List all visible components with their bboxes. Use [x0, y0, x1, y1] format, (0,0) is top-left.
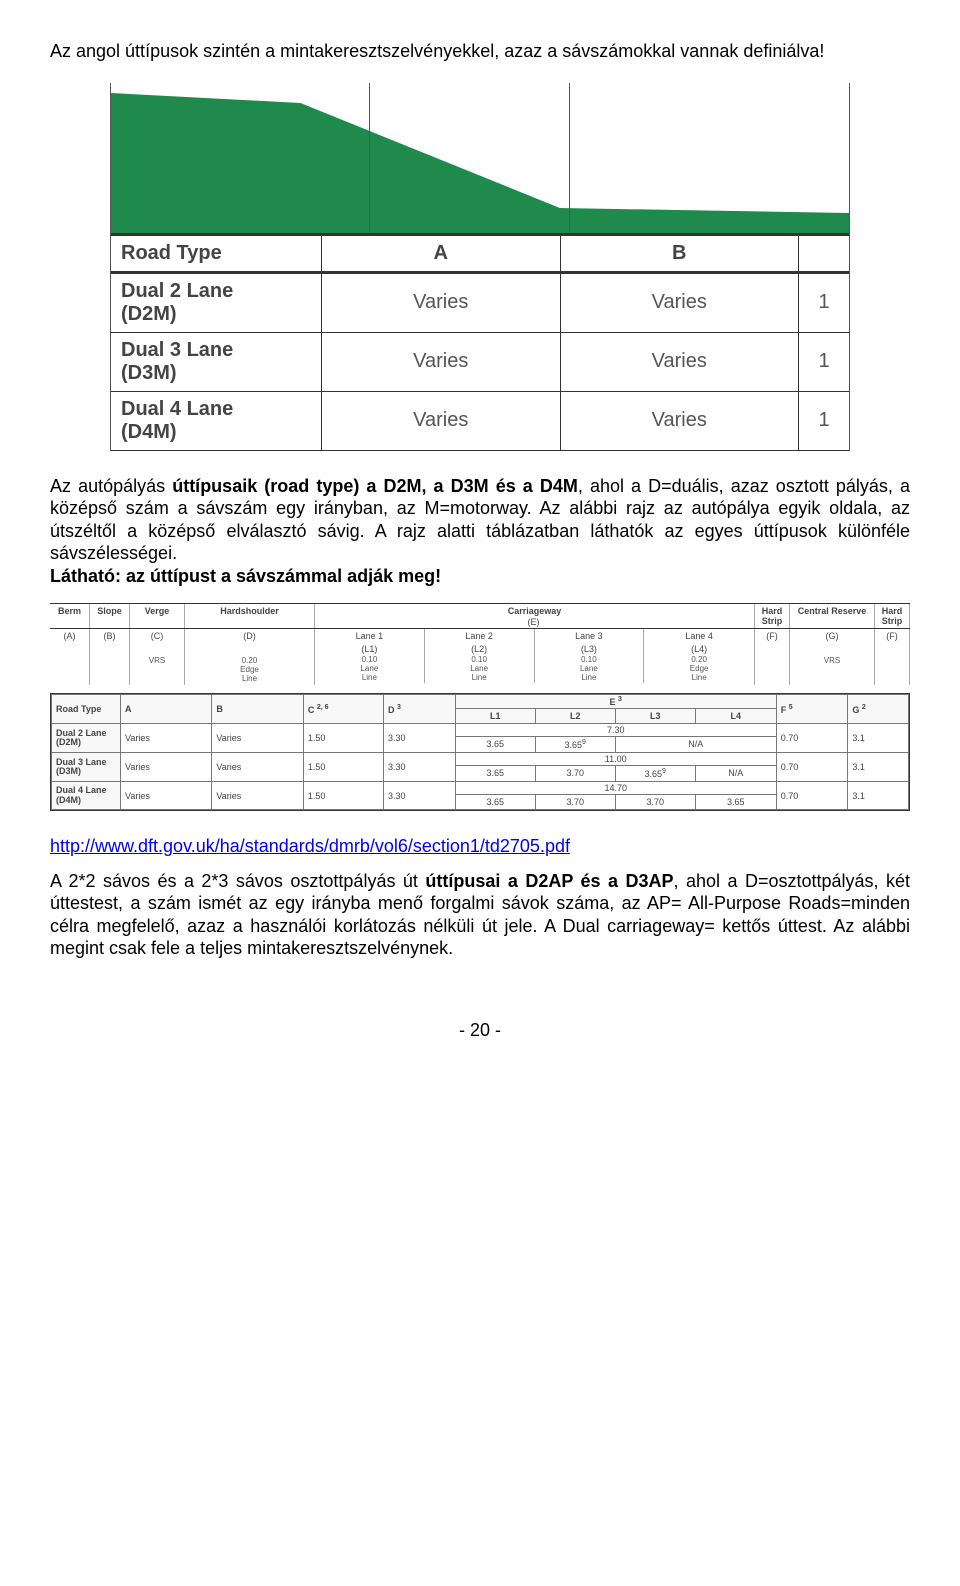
t1-head-roadtype: Road Type	[111, 234, 322, 272]
t2-g: 3.1	[848, 753, 909, 782]
t2-c: 1.50	[303, 753, 383, 782]
para3-bold: úttípusai a D2AP és a D3AP	[425, 871, 673, 891]
t1-cell-a: Varies	[322, 391, 561, 450]
t2-a: Varies	[121, 724, 212, 753]
para2-lead: Az autópályás	[50, 476, 172, 496]
t2-h-f: F 5	[776, 695, 848, 724]
t1-head-a: A	[322, 234, 561, 272]
t2-b: Varies	[212, 753, 303, 782]
paragraph-2: Az autópályás úttípusaik (road type) a D…	[50, 475, 910, 588]
t1-cell-a: Varies	[322, 272, 561, 332]
t1-cell-c: 1	[799, 272, 850, 332]
t1-head-blank	[799, 234, 850, 272]
t2-e: 14.703.653.703.703.65	[455, 782, 776, 810]
t1-rowlabel: Dual 4 Lane (D4M)	[111, 391, 322, 450]
t2-d: 3.30	[384, 724, 456, 753]
diag-letter: (F)	[875, 629, 910, 655]
diag-top-label: Verge	[130, 604, 185, 628]
t2-f: 0.70	[776, 782, 848, 810]
t2-d: 3.30	[384, 753, 456, 782]
diag-top-label: Berm	[50, 604, 90, 628]
diag-top-label: Central Reserve	[790, 604, 875, 628]
t2-e: 11.003.653.703.659N/A	[455, 753, 776, 782]
figure-1-cross-section: Road Type A B Dual 2 Lane (D2M)VariesVar…	[110, 83, 850, 451]
para3-a: A 2*2 sávos és a 2*3 sávos osztottpályás…	[50, 871, 425, 891]
page-number: - 20 -	[50, 1020, 910, 1041]
t2-g: 3.1	[848, 724, 909, 753]
diag-letter: (C)	[130, 629, 185, 655]
t2-h-g: G 2	[848, 695, 909, 724]
t1-cell-c: 1	[799, 332, 850, 391]
diag-annotation: VRS	[130, 655, 185, 685]
diag-top-label: Slope	[90, 604, 130, 628]
t2-h-b: B	[212, 695, 303, 724]
diag-top-label: Hard Strip	[755, 604, 790, 628]
diag-letter: (F)	[755, 629, 790, 655]
diag-top-label: Hardshoulder	[185, 604, 315, 628]
figure-2-detailed: BermSlopeVergeHardshoulderCarriagewayHar…	[50, 603, 910, 811]
diag-letter: (G)	[790, 629, 875, 655]
t2-a: Varies	[121, 782, 212, 810]
figure-1-table: Road Type A B Dual 2 Lane (D2M)VariesVar…	[111, 233, 849, 451]
t1-cell-c: 1	[799, 391, 850, 450]
t2-f: 0.70	[776, 753, 848, 782]
t1-rowlabel: Dual 2 Lane (D2M)	[111, 272, 322, 332]
t2-a: Varies	[121, 753, 212, 782]
t2-rowlabel: Dual 3 Lane (D3M)	[52, 753, 121, 782]
t2-b: Varies	[212, 724, 303, 753]
t2-c: 1.50	[303, 782, 383, 810]
diag-annotation: 0.20 Edge Line	[185, 655, 315, 685]
diag-annotation	[50, 655, 90, 685]
diag-letter: (D)	[185, 629, 315, 655]
t1-head-b: B	[560, 234, 799, 272]
figure-2-table: Road TypeABC 2, 6D 3E 3L1L2L3L4F 5G 2 Du…	[51, 694, 909, 810]
diag-letter: (B)	[90, 629, 130, 655]
t1-cell-b: Varies	[560, 332, 799, 391]
source-link-paragraph: http://www.dft.gov.uk/ha/standards/dmrb/…	[50, 835, 910, 858]
green-slope-shape	[111, 83, 849, 233]
t2-e: 7.303.653.659N/A	[455, 724, 776, 753]
t2-d: 3.30	[384, 782, 456, 810]
diag-letter: (A)	[50, 629, 90, 655]
t2-b: Varies	[212, 782, 303, 810]
pdf-link[interactable]: http://www.dft.gov.uk/ha/standards/dmrb/…	[50, 836, 570, 856]
t2-rowlabel: Dual 4 Lane (D4M)	[52, 782, 121, 810]
t1-cell-b: Varies	[560, 391, 799, 450]
t1-rowlabel: Dual 3 Lane (D3M)	[111, 332, 322, 391]
t2-rowlabel: Dual 2 Lane (D2M)	[52, 724, 121, 753]
para2-bold2: Látható: az úttípust a sávszámmal adják …	[50, 566, 441, 586]
t1-cell-a: Varies	[322, 332, 561, 391]
t2-f: 0.70	[776, 724, 848, 753]
para2-bold1: úttípusaik (road type) a D2M, a D3M és a…	[172, 476, 578, 496]
t2-c: 1.50	[303, 724, 383, 753]
paragraph-3: A 2*2 sávos és a 2*3 sávos osztottpályás…	[50, 870, 910, 960]
t2-h-d: D 3	[384, 695, 456, 724]
diag-annotation	[90, 655, 130, 685]
t1-cell-b: Varies	[560, 272, 799, 332]
diag-annotation: 0.10 Lane Line0.10 Lane Line0.10 Lane Li…	[315, 655, 755, 685]
diag-annotation	[875, 655, 910, 685]
t2-h-e: E 3L1L2L3L4	[455, 695, 776, 724]
t2-h-roadtype: Road Type	[52, 695, 121, 724]
t2-h-c: C 2, 6	[303, 695, 383, 724]
diag-top-label: Hard Strip	[875, 604, 910, 628]
diag-annotation	[755, 655, 790, 685]
diag-annotation: VRS	[790, 655, 875, 685]
t2-h-a: A	[121, 695, 212, 724]
intro-paragraph: Az angol úttípusok szintén a mintakeresz…	[50, 40, 910, 63]
diag-letter: Lane 1Lane 2(E)Lane 3Lane 4(L1)(L2)(L3)(…	[315, 629, 755, 655]
t2-g: 3.1	[848, 782, 909, 810]
